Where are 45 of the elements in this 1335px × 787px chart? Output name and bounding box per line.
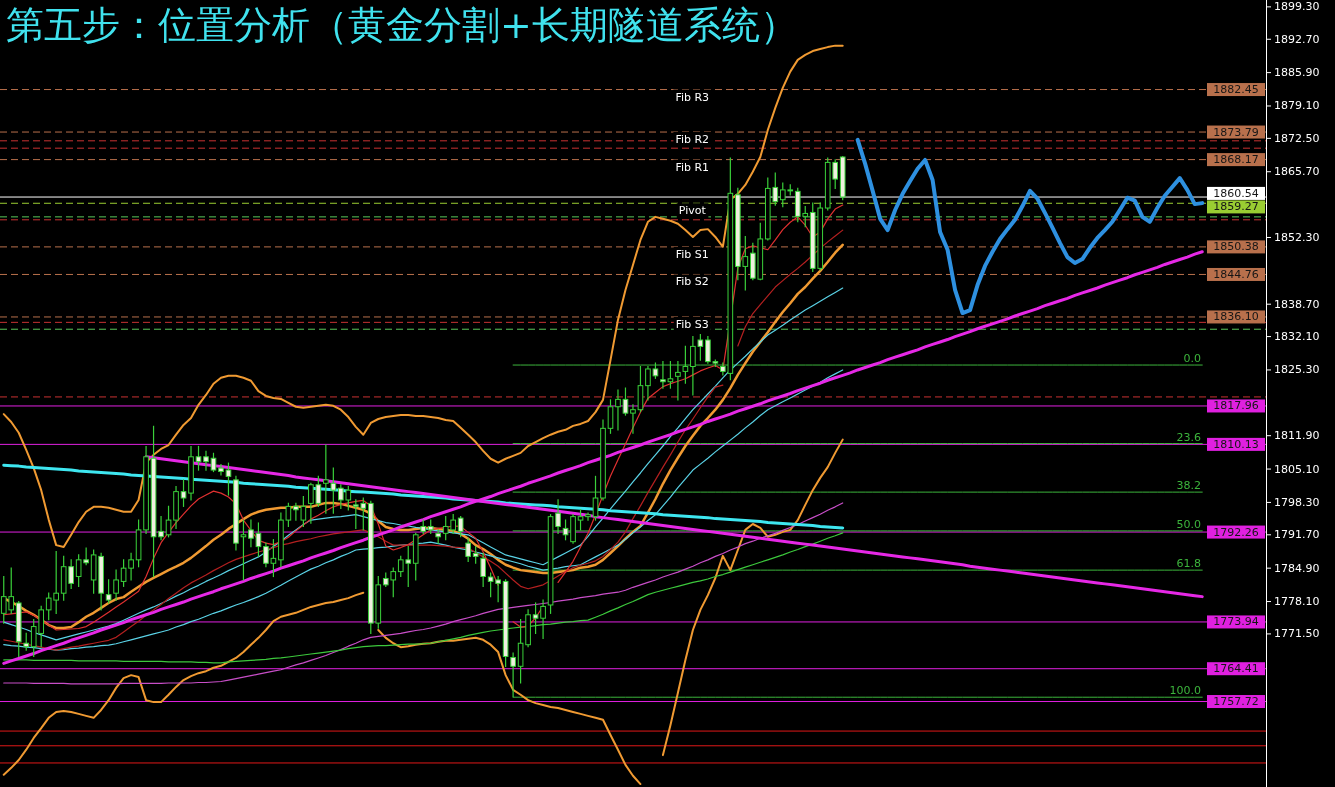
ref-line-label: 1810.13 bbox=[1213, 437, 1259, 451]
annotation: Fib R3 bbox=[675, 90, 710, 104]
ref-line-label: 1859.27 bbox=[1213, 200, 1259, 214]
ref-line-label: 1764.41 bbox=[1213, 662, 1259, 676]
ref-line-label: 1860.54 bbox=[1213, 186, 1259, 200]
ref-line-label: 1868.17 bbox=[1213, 153, 1259, 167]
y-tick-label: 1798.30 bbox=[1274, 495, 1320, 509]
ref-line-label: 1757.72 bbox=[1213, 695, 1259, 709]
y-tick-label: 1805.10 bbox=[1274, 462, 1320, 476]
y-tick-label: 1811.90 bbox=[1274, 429, 1320, 443]
y-tick-label: 1879.10 bbox=[1274, 99, 1320, 113]
series-label: 61.8 bbox=[1176, 557, 1201, 571]
annotation: Fib R2 bbox=[675, 133, 710, 147]
y-tick-label: 1852.30 bbox=[1274, 230, 1320, 244]
ref-line-label: 1792.26 bbox=[1213, 525, 1259, 539]
y-tick-label: 1838.70 bbox=[1274, 297, 1320, 311]
y-tick-label: 1872.50 bbox=[1274, 131, 1320, 145]
annotation: Fib S2 bbox=[675, 275, 709, 289]
ref-line-label: 1844.76 bbox=[1213, 267, 1259, 281]
annotation: Fib S1 bbox=[675, 247, 709, 261]
annotation: Fib S3 bbox=[675, 317, 709, 331]
ref-line-label: 1817.96 bbox=[1213, 399, 1259, 413]
chart-title: 第五步：位置分析（黄金分割+长期隧道系统） bbox=[6, 3, 798, 47]
ref-line-label: 1882.45 bbox=[1213, 83, 1259, 97]
ref-line-label: 1873.79 bbox=[1213, 125, 1259, 139]
y-tick-label: 1778.10 bbox=[1274, 595, 1320, 609]
series-label: 23.6 bbox=[1176, 430, 1201, 444]
series-label: 100.0 bbox=[1169, 684, 1201, 698]
y-tick-label: 1771.50 bbox=[1274, 627, 1320, 641]
ref-line-label: 1850.38 bbox=[1213, 240, 1259, 254]
y-tick-label: 1885.90 bbox=[1274, 66, 1320, 80]
ref-line-label: 1773.94 bbox=[1213, 615, 1259, 629]
ref-line-label: 1836.10 bbox=[1213, 310, 1259, 324]
y-tick-label: 1865.70 bbox=[1274, 165, 1320, 179]
series-label: 0.0 bbox=[1183, 352, 1201, 366]
y-tick-label: 1825.30 bbox=[1274, 363, 1320, 377]
y-tick-label: 1892.70 bbox=[1274, 32, 1320, 46]
y-tick-label: 1832.10 bbox=[1274, 330, 1320, 344]
annotation: Fib R1 bbox=[675, 160, 710, 174]
series-label: 50.0 bbox=[1176, 517, 1201, 531]
y-tick-label: 1899.30 bbox=[1274, 0, 1320, 14]
series-label: 38.2 bbox=[1176, 479, 1201, 493]
y-tick-label: 1791.70 bbox=[1274, 528, 1320, 542]
y-tick-label: 1784.90 bbox=[1274, 561, 1320, 575]
annotation: Pivot bbox=[678, 204, 707, 218]
